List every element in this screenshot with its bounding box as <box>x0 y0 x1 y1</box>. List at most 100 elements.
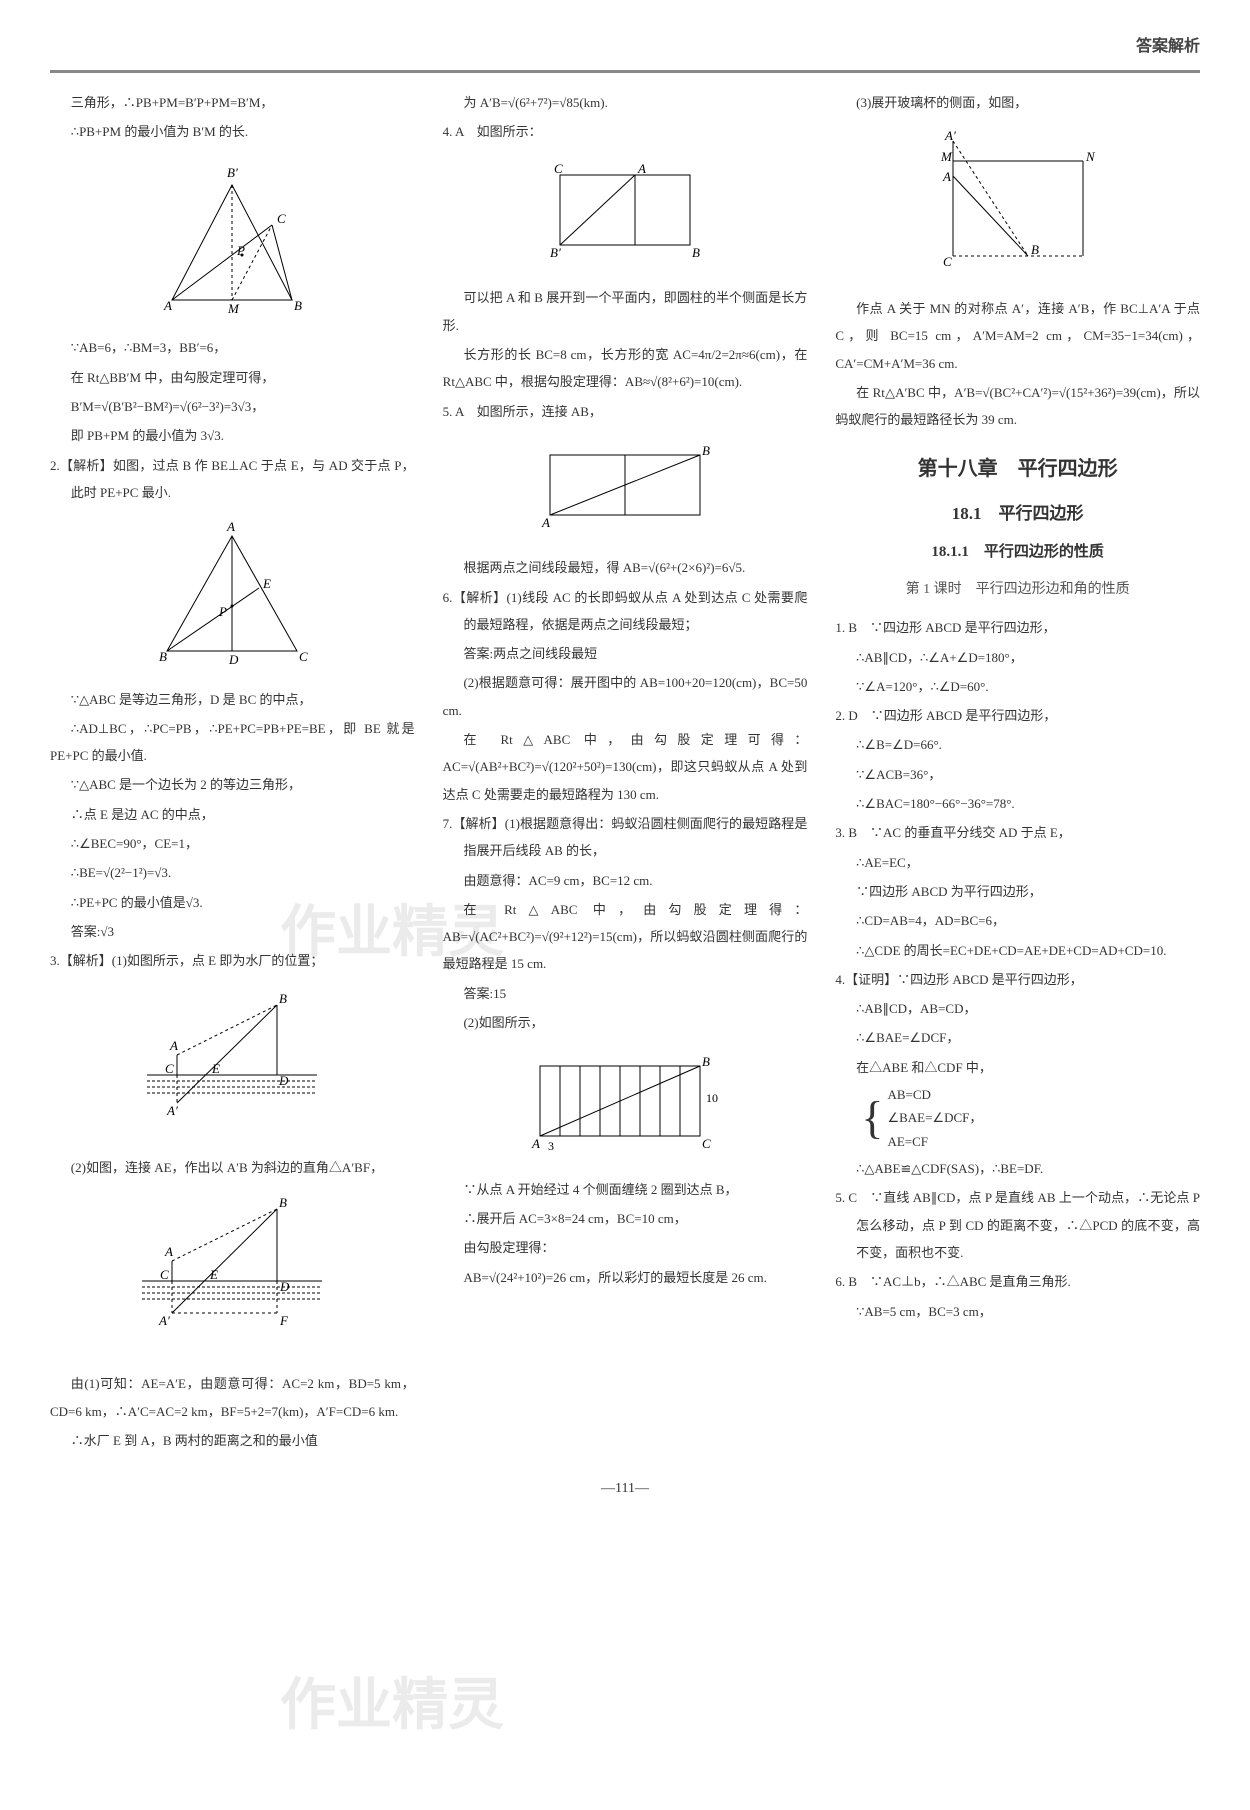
svg-text:P: P <box>218 604 227 619</box>
svg-text:B: B <box>159 649 167 664</box>
svg-text:N: N <box>1085 149 1096 164</box>
c1-p2: ∴PB+PM 的最小值为 B′M 的长. <box>50 118 415 145</box>
content-columns: 三角形，∴PB+PM=B′P+PM=B′M， ∴PB+PM 的最小值为 B′M … <box>50 87 1200 1457</box>
c1-p13: ∴BE=√(2²−1²)=√3. <box>50 859 415 886</box>
brace-block: { AB=CD ∠BAE=∠DCF， AE=CF <box>861 1083 1200 1153</box>
svg-text:C: C <box>943 254 952 269</box>
svg-text:E: E <box>211 1061 220 1076</box>
svg-text:M: M <box>940 149 953 164</box>
watermark-2: 作业精灵 <box>280 1648 504 1766</box>
svg-text:B: B <box>702 1054 710 1069</box>
brace-line3: AE=CF <box>887 1134 928 1149</box>
page-header: 答案解析 <box>50 30 1200 73</box>
c1-p3: ∵AB=6，∴BM=3，BB′=6， <box>50 334 415 361</box>
svg-text:E: E <box>209 1267 218 1282</box>
c2-p14: 答案:15 <box>443 980 808 1007</box>
svg-text:A′: A′ <box>944 128 956 143</box>
c3-p22: 6. B ∵AC⊥b，∴△ABC 是直角三角形. <box>835 1268 1200 1295</box>
c2-p8: 答案:两点之间线段最短 <box>443 640 808 667</box>
svg-text:B′: B′ <box>227 165 238 180</box>
c1-fig1: B′ C P A M B <box>50 155 415 324</box>
c1-p1: 三角形，∴PB+PM=B′P+PM=B′M， <box>50 89 415 116</box>
c3-p5: ∴AB∥CD，∴∠A+∠D=180°， <box>835 644 1200 671</box>
lesson-title: 第 1 课时 平行四边形边和角的性质 <box>835 575 1200 604</box>
c2-p7: 6.【解析】(1)线段 AC 的长即蚂蚁从点 A 处到达点 C 处需要爬的最短路… <box>443 584 808 639</box>
c1-p12: ∴∠BEC=90°，CE=1， <box>50 830 415 857</box>
c2-p5: 5. A 如图所示，连接 AB， <box>443 398 808 425</box>
svg-text:C: C <box>554 161 563 176</box>
svg-text:C: C <box>277 211 286 226</box>
section-title: 18.1 平行四边形 <box>835 496 1200 532</box>
c1-p15: 答案:√3 <box>50 918 415 945</box>
svg-text:A: A <box>163 298 172 313</box>
c2-p4: 长方形的长 BC=8 cm，长方形的宽 AC=4π/2=2π≈6(cm)，在 R… <box>443 341 808 396</box>
svg-text:P: P <box>236 243 245 258</box>
c3-p9: ∵∠ACB=36°， <box>835 761 1200 788</box>
c2-p10: 在 Rt△ABC 中，由勾股定理可得：AC=√(AB²+BC²)=√(120²+… <box>443 726 808 808</box>
svg-text:A: A <box>942 169 951 184</box>
svg-text:B: B <box>294 298 302 313</box>
c2-fig2: A B <box>443 435 808 544</box>
chapter-title: 第十八章 平行四边形 <box>835 448 1200 490</box>
c1-fig3: A B C E D A′ <box>50 985 415 1144</box>
svg-text:B′: B′ <box>550 245 561 260</box>
c3-p3: 在 Rt△A′BC 中，A′B=√(BC²+CA′²)=√(15²+36²)=3… <box>835 379 1200 434</box>
c1-p4: 在 Rt△BB′M 中，由勾股定理可得， <box>50 364 415 391</box>
brace-line1: AB=CD <box>887 1087 930 1102</box>
c2-p9: (2)根据题意可得：展开图中的 AB=100+20=120(cm)，BC=50 … <box>443 669 808 724</box>
c1-p17: (2)如图，连接 AE，作出以 A′B 为斜边的直角△A′BF， <box>50 1154 415 1181</box>
c1-p16: 3.【解析】(1)如图所示，点 E 即为水厂的位置； <box>50 947 415 974</box>
subsection-title: 18.1.1 平行四边形的性质 <box>835 537 1200 569</box>
c2-p18: 由勾股定理得： <box>443 1234 808 1261</box>
c1-p18: 由(1)可知：AE=A′E，由题意可得：AC=2 km，BD=5 km，CD=6… <box>50 1370 415 1425</box>
brace-line2: ∠BAE=∠DCF， <box>887 1110 982 1125</box>
column-1: 三角形，∴PB+PM=B′P+PM=B′M， ∴PB+PM 的最小值为 B′M … <box>50 87 415 1457</box>
c1-p11: ∴点 E 是边 AC 的中点， <box>50 801 415 828</box>
c3-fig1: A′ M N A C B <box>835 126 1200 285</box>
c3-p21: 5. C ∵直线 AB∥CD，点 P 是直线 AB 上一个动点，∴无论点 P 怎… <box>835 1184 1200 1266</box>
svg-text:C: C <box>299 649 308 664</box>
c3-p12: ∴AE=EC， <box>835 849 1200 876</box>
c3-p8: ∴∠B=∠D=66°. <box>835 731 1200 758</box>
svg-text:A: A <box>164 1244 173 1259</box>
c3-p13: ∵四边形 ABCD 为平行四边形， <box>835 878 1200 905</box>
brace-content: AB=CD ∠BAE=∠DCF， AE=CF <box>887 1083 982 1153</box>
c3-p7: 2. D ∵四边形 ABCD 是平行四边形， <box>835 702 1200 729</box>
c3-p19: 在△ABE 和△CDF 中， <box>835 1054 1200 1081</box>
svg-text:E: E <box>262 576 271 591</box>
c3-p2: 作点 A 关于 MN 的对称点 A′，连接 A′B，作 BC⊥A′A 于点 C，… <box>835 295 1200 377</box>
c3-p18: ∴∠BAE=∠DCF， <box>835 1024 1200 1051</box>
svg-text:C: C <box>165 1061 174 1076</box>
c3-p11: 3. B ∵AC 的垂直平分线交 AD 于点 E， <box>835 819 1200 846</box>
svg-text:A: A <box>169 1038 178 1053</box>
c1-p14: ∴PE+PC 的最小值是√3. <box>50 889 415 916</box>
c2-p11: 7.【解析】(1)根据题意得出：蚂蚁沿圆柱侧面爬行的最短路程是指展开后线段 AB… <box>443 810 808 865</box>
svg-text:B: B <box>702 443 710 458</box>
svg-text:D: D <box>278 1073 289 1088</box>
c1-p6: 即 PB+PM 的最小值为 3√3. <box>50 422 415 449</box>
c2-p1: 为 A′B=√(6²+7²)=√85(km). <box>443 89 808 116</box>
c1-p7: 2.【解析】如图，过点 B 作 BE⊥AC 于点 E，与 AD 交于点 P，此时… <box>50 452 415 507</box>
c3-p4: 1. B ∵四边形 ABCD 是平行四边形， <box>835 614 1200 641</box>
c1-p5: B′M=√(B′B²−BM²)=√(6²−3²)=3√3， <box>50 393 415 420</box>
c3-p17: ∴AB∥CD，AB=CD， <box>835 995 1200 1022</box>
c2-p15: (2)如图所示， <box>443 1009 808 1036</box>
svg-text:M: M <box>227 301 240 315</box>
c3-p10: ∴∠BAC=180°−66°−36°=78°. <box>835 790 1200 817</box>
c1-fig2: A E P B D C <box>50 516 415 675</box>
svg-text:A: A <box>531 1136 540 1151</box>
svg-text:F: F <box>279 1313 289 1328</box>
c2-fig1: C A B′ B <box>443 155 808 274</box>
svg-text:B: B <box>279 1195 287 1210</box>
svg-text:A′: A′ <box>166 1103 178 1118</box>
page-number: —111— <box>50 1474 1200 1503</box>
c2-p13: 在 Rt△ABC 中，由勾股定理得：AB=√(AC²+BC²)=√(9²+12²… <box>443 896 808 978</box>
svg-text:D: D <box>279 1279 290 1294</box>
c3-p1: (3)展开玻璃杯的侧面，如图， <box>835 89 1200 116</box>
c2-p16: ∵从点 A 开始经过 4 个侧面缠绕 2 圈到达点 B， <box>443 1176 808 1203</box>
svg-text:C: C <box>160 1267 169 1282</box>
svg-text:10: 10 <box>706 1091 718 1105</box>
c3-p6: ∵∠A=120°，∴∠D=60°. <box>835 673 1200 700</box>
c1-p8: ∵△ABC 是等边三角形，D 是 BC 的中点， <box>50 686 415 713</box>
c2-fig3: A B C 3 10 <box>443 1046 808 1165</box>
